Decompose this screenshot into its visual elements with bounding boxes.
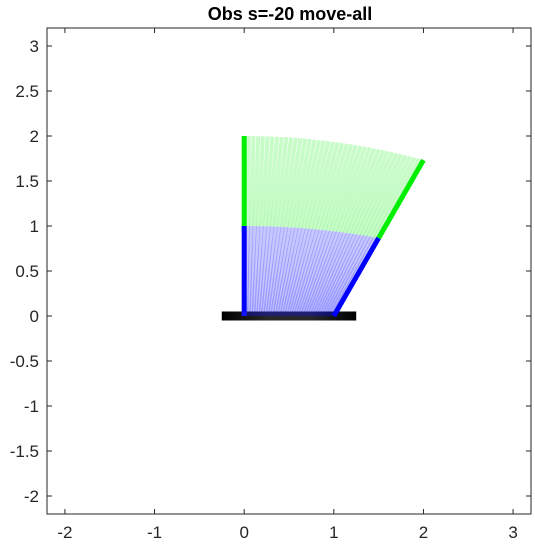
link-2-frame-29	[343, 148, 381, 234]
link-1-frame-4	[251, 226, 261, 317]
x-tick-label: 0	[239, 523, 248, 542]
link-1-frame-29	[308, 231, 347, 317]
y-tick-label: -2	[24, 487, 39, 506]
link-1-frame-22	[292, 229, 323, 317]
link-2-frame-38	[373, 157, 421, 239]
link-2-frame-6	[263, 136, 275, 227]
link-1-frame-20	[288, 228, 316, 317]
link-2-frame-2	[249, 136, 256, 227]
link-1-frame-13	[272, 227, 292, 317]
link-2-frame-25	[329, 145, 363, 232]
axes: -2 -1 0 1 2 3 -2 -1.5 -1 -0.5 0 0.5 1 1.5 2 2.5 3	[10, 27, 532, 542]
link-2-frame-32	[353, 151, 395, 236]
y-tick-label: -1	[24, 397, 39, 416]
link-2-frame-18	[305, 140, 331, 230]
link-1-frame-30	[311, 232, 351, 317]
link-1-frame-17	[281, 227, 306, 317]
link-1-frame-10	[265, 226, 282, 317]
link-2-frame-27	[336, 146, 372, 233]
link-2-frame-36	[366, 155, 412, 238]
link-1-frame-5	[253, 226, 264, 317]
link-2-frame-14	[291, 138, 312, 228]
link-2-frame-35	[363, 154, 408, 237]
link-2-frame-10	[277, 137, 294, 228]
chart-title: Obs s=-20 move-all	[208, 4, 373, 24]
link-2-frame-20	[311, 141, 340, 230]
y-tick-label: 0.5	[15, 262, 39, 281]
link-2-frame-37	[370, 156, 417, 238]
link-1-frame-36	[325, 235, 371, 317]
y-tick-label: 0	[30, 307, 39, 326]
link-2-frame-7	[266, 136, 280, 227]
y-tick-label: 2	[30, 127, 39, 146]
link-1-frame-1	[244, 225, 250, 317]
link-2-frame-22	[318, 143, 349, 231]
x-tick-label: 2	[419, 523, 428, 542]
link-1-frame-9	[262, 226, 278, 317]
link-2-frame-31	[349, 150, 390, 235]
link-1-frame-35	[322, 234, 367, 317]
link-1-frame-18	[283, 228, 309, 317]
link-1-frame-16	[279, 227, 303, 317]
link-1-frame-25	[299, 230, 334, 317]
y-tick-label: 1	[30, 217, 39, 236]
link-2-frame-30	[346, 149, 386, 234]
link-1-frame-7	[258, 226, 271, 317]
link-1-frame-39	[331, 236, 381, 318]
link-2-frame-24	[325, 144, 359, 232]
link-2-frame-34	[360, 153, 404, 237]
link-2-frame-9	[273, 137, 289, 227]
x-tick-label: 3	[508, 523, 517, 542]
link-1-frame-8	[260, 226, 275, 317]
plot-area	[221, 135, 426, 321]
y-tick-label: -1.5	[10, 442, 39, 461]
link-1-frame-23	[295, 229, 327, 317]
link-2-frame-39	[376, 158, 426, 240]
link-1-frame-28	[306, 231, 344, 317]
link-2-frame-33	[356, 152, 399, 236]
link-2-frame-4	[256, 136, 265, 227]
link-2-frame-19	[308, 141, 336, 230]
y-tick-label: -0.5	[10, 352, 39, 371]
link-1-frame-6	[255, 226, 268, 317]
link-1-frame-33	[318, 233, 361, 317]
link-2-frame-21	[315, 142, 345, 231]
link-1-frame-21	[290, 228, 320, 317]
link-1-frame-37	[327, 235, 374, 317]
link-2-frame-16	[298, 139, 322, 229]
link-1-frame-15	[276, 227, 299, 317]
link-2-frame-5	[259, 136, 270, 227]
link-1-frame-31	[313, 232, 354, 317]
link-1-frame-27	[304, 231, 340, 317]
link-2-frame-17	[301, 140, 326, 229]
link-1-frame-3	[249, 225, 257, 317]
link-2-frame-11	[280, 137, 298, 228]
y-tick-label: 2.5	[15, 82, 39, 101]
link-2-frame-15	[294, 139, 317, 229]
link-1-frame-2	[246, 225, 254, 317]
x-tick-label: -2	[57, 523, 72, 542]
link-1-frame-12	[269, 226, 289, 317]
y-tick-label: 1.5	[15, 172, 39, 191]
link-2-frame-28	[339, 147, 377, 234]
link-2-frame-12	[284, 138, 303, 228]
link-1-frame-11	[267, 226, 285, 317]
link-2-frame-26	[332, 146, 368, 233]
link-1-frame-32	[315, 233, 357, 317]
link-2-frame-13	[287, 138, 308, 228]
link-2-frame-1	[245, 135, 251, 227]
link-2-frame-3	[252, 136, 261, 227]
y-tick-label: 3	[30, 37, 39, 56]
link-1-frame-26	[302, 230, 337, 317]
link-1-frame-19	[285, 228, 313, 317]
link-2-frame-23	[322, 143, 354, 231]
x-tick-label: -1	[147, 523, 162, 542]
x-tick-label: 1	[329, 523, 338, 542]
link-1-frame-14	[274, 227, 296, 317]
link-1-frame-24	[297, 230, 330, 317]
link-1-frame-34	[320, 234, 364, 317]
link-2-frame-8	[270, 136, 284, 227]
